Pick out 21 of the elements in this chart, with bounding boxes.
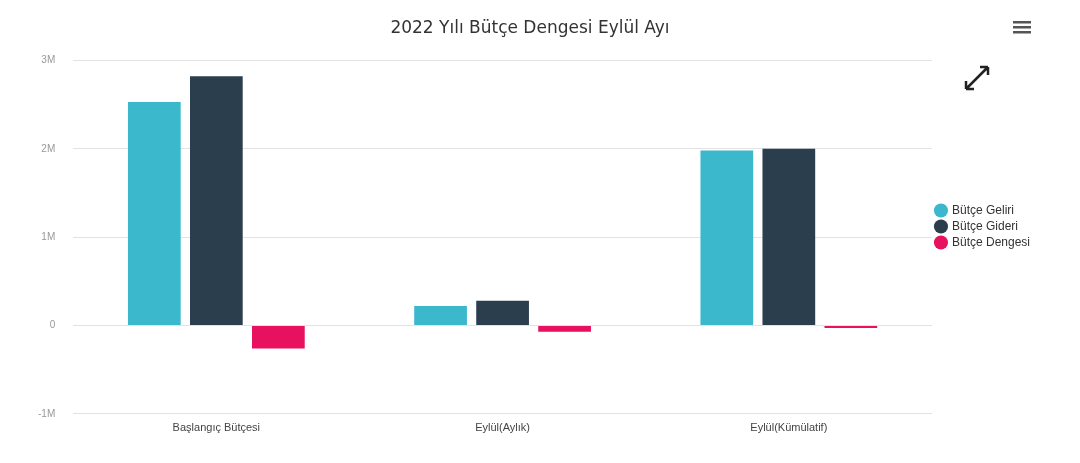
bar bbox=[189, 76, 243, 325]
bar bbox=[538, 325, 591, 332]
bar bbox=[762, 148, 816, 325]
y-tick-label: 2M bbox=[41, 142, 56, 154]
bar bbox=[252, 325, 305, 349]
legend-label: Bütçe Gideri bbox=[951, 218, 1018, 233]
y-tick-label: 0 bbox=[49, 319, 56, 331]
x-tick-label: Eylül(Aylık) bbox=[475, 421, 530, 434]
bar bbox=[127, 101, 181, 325]
x-tick-label: Başlangıç Bütçesi bbox=[172, 421, 261, 434]
y-tick-label: 3M bbox=[41, 54, 56, 66]
bar bbox=[476, 300, 529, 325]
y-tick-label: -1M bbox=[37, 407, 56, 419]
chart-title: 2022 Yılı Bütçe Dengesi Eylül Ayı bbox=[390, 16, 670, 37]
legend-label: Bütçe Geliri bbox=[951, 202, 1014, 217]
y-tick-label: 1M bbox=[41, 230, 56, 242]
bar bbox=[824, 325, 878, 329]
bar bbox=[414, 306, 467, 325]
x-tick-label: Eylül(Kümülatif) bbox=[750, 421, 828, 434]
bar bbox=[700, 150, 754, 325]
legend-label: Bütçe Dengesi bbox=[951, 234, 1030, 249]
